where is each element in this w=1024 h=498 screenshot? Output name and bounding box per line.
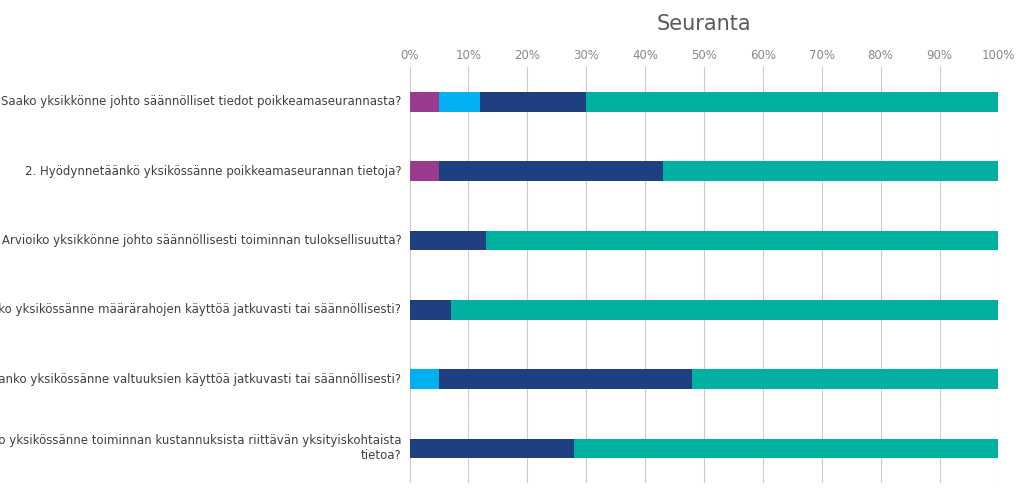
Bar	[663, 161, 998, 181]
Title: Seuranta: Seuranta	[656, 14, 752, 34]
Bar	[410, 300, 451, 320]
Bar	[439, 370, 692, 389]
Bar	[586, 92, 998, 112]
Bar	[451, 300, 998, 320]
Bar	[410, 92, 439, 112]
Bar	[410, 439, 574, 458]
Bar	[439, 161, 663, 181]
Bar	[692, 370, 998, 389]
Bar	[410, 161, 439, 181]
Bar	[574, 439, 998, 458]
Bar	[410, 231, 486, 250]
Bar	[480, 92, 586, 112]
Bar	[410, 370, 439, 389]
Bar	[486, 231, 998, 250]
Bar	[439, 92, 480, 112]
